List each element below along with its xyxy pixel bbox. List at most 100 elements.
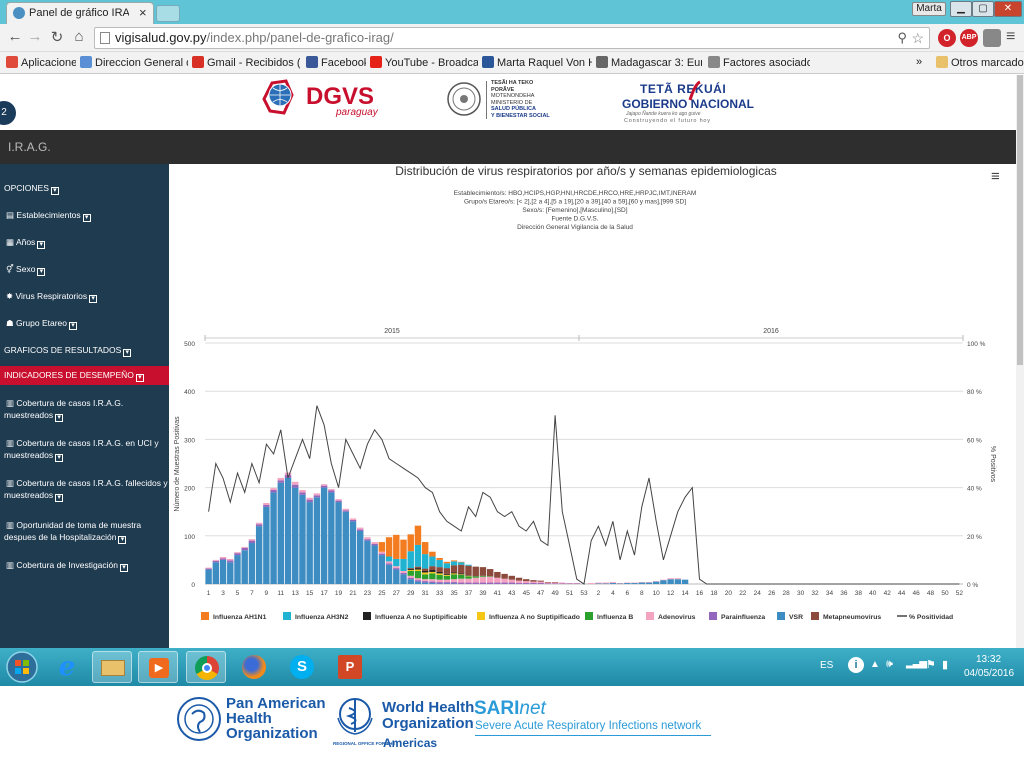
bar-segment bbox=[270, 490, 277, 493]
bar-segment bbox=[320, 485, 328, 488]
address-bar[interactable]: vigisalud.gov.py/index.php/panel-de-graf… bbox=[94, 27, 930, 49]
sidebar-item[interactable]: ▦ Años ▾ bbox=[0, 236, 169, 249]
sidebar-item[interactable]: ▥ Cobertura de Investigación ▾ bbox=[0, 559, 169, 572]
power-icon[interactable]: ▮ bbox=[942, 659, 949, 671]
new-tab-button[interactable] bbox=[156, 5, 180, 22]
expand-toggle-icon[interactable]: ▾ bbox=[69, 322, 78, 330]
extension-icon[interactable] bbox=[983, 29, 1001, 47]
adblock-icon[interactable]: ABP bbox=[960, 29, 978, 47]
expand-toggle-icon[interactable]: ▾ bbox=[135, 374, 144, 382]
powerpoint-icon[interactable]: P bbox=[330, 651, 370, 683]
expand-toggle-icon[interactable]: ▾ bbox=[123, 349, 132, 357]
page-scrollbar[interactable] bbox=[1016, 75, 1024, 648]
expand-toggle-icon[interactable]: ▾ bbox=[55, 414, 64, 422]
sidebar-item[interactable]: ▤ Establecimientos ▾ bbox=[0, 209, 169, 222]
firefox-icon[interactable] bbox=[234, 651, 274, 683]
legend-label: Influenza A no Suptipificado bbox=[489, 614, 580, 621]
bar-segment bbox=[407, 551, 414, 569]
bar-segment bbox=[385, 561, 393, 564]
reload-icon[interactable]: ↻ bbox=[50, 29, 64, 46]
bar-segment bbox=[414, 570, 422, 579]
minimize-button[interactable]: ▁ bbox=[950, 1, 972, 17]
home-icon[interactable]: ⌂ bbox=[74, 28, 84, 45]
info-icon[interactable]: i bbox=[848, 657, 864, 673]
bar-segment bbox=[450, 583, 458, 585]
bar-segment bbox=[624, 582, 631, 584]
expand-toggle-icon[interactable]: ▾ bbox=[50, 187, 59, 195]
sarinet-tagline: Severe Acute Respiratory Infections netw… bbox=[475, 720, 702, 732]
bar-segment bbox=[443, 574, 451, 576]
bar-segment bbox=[551, 583, 559, 585]
profile-button[interactable]: Marta bbox=[912, 2, 946, 16]
expand-toggle-icon[interactable]: ▾ bbox=[55, 494, 64, 502]
tab-title: Panel de gráfico IRAG – D bbox=[29, 7, 129, 19]
x-tick-label: 20 bbox=[725, 590, 733, 597]
legend-swatch bbox=[363, 612, 371, 620]
clock-time[interactable]: 13:32 bbox=[976, 654, 1002, 665]
bookmark-item[interactable]: Gmail - Recibidos (3.2 bbox=[192, 56, 300, 69]
bookmarks-overflow-button[interactable]: » bbox=[916, 56, 923, 68]
sidebar-item[interactable]: ▥ Cobertura de casos I.R.A.G. muestreado… bbox=[0, 397, 169, 422]
tray-arrow-icon[interactable]: ▲ bbox=[870, 659, 880, 670]
sidebar-item[interactable]: ▥ Cobertura de casos I.R.A.G. fallecidos… bbox=[0, 477, 169, 502]
sidebar-item[interactable]: OPCIONES ▾ bbox=[0, 182, 169, 195]
clock-date[interactable]: 04/05/2016 bbox=[964, 668, 1015, 679]
scrollbar-thumb[interactable] bbox=[1017, 75, 1023, 365]
expand-toggle-icon[interactable]: ▾ bbox=[120, 564, 128, 572]
x-tick-label: 2 bbox=[597, 590, 601, 597]
flag-icon[interactable]: ⚑ bbox=[926, 659, 936, 671]
bookmark-label: Facebook bbox=[321, 57, 366, 69]
internet-explorer-icon[interactable]: e bbox=[58, 652, 76, 682]
bookmark-item[interactable]: Facebook bbox=[306, 56, 366, 69]
bar-segment bbox=[292, 484, 299, 488]
windows-start-icon[interactable] bbox=[4, 650, 40, 684]
sidebar-item[interactable]: ▥ Cobertura de casos I.R.A.G. en UCI y m… bbox=[0, 437, 169, 462]
round-badge[interactable]: 2 bbox=[0, 101, 16, 125]
bar-segment bbox=[234, 553, 241, 556]
bookmark-item[interactable]: Aplicaciones bbox=[6, 56, 76, 69]
chart-menu-icon[interactable]: ≡ bbox=[991, 168, 1000, 185]
close-window-button[interactable]: ✕ bbox=[994, 1, 1022, 17]
gov-logo-flag-icon bbox=[688, 80, 701, 101]
sidebar-item[interactable]: ☗ Grupo Etareo ▾ bbox=[0, 317, 169, 330]
expand-toggle-icon[interactable]: ▾ bbox=[55, 454, 64, 462]
bookmark-item[interactable]: Factores asociados a l bbox=[708, 56, 810, 69]
sidebar-item[interactable]: ✸ Virus Respiratorios ▾ bbox=[0, 290, 169, 303]
media-player-icon[interactable]: ▶ bbox=[138, 651, 178, 683]
bookmark-item[interactable]: YouTube - Broadcast bbox=[370, 56, 478, 69]
opera-icon[interactable]: O bbox=[938, 29, 956, 47]
x-tick-label: 23 bbox=[364, 590, 372, 597]
bar-segment bbox=[544, 582, 552, 584]
tab-close-icon[interactable]: × bbox=[139, 5, 147, 20]
menu-icon[interactable]: ≡ bbox=[1006, 28, 1016, 45]
language-indicator[interactable]: ES bbox=[820, 660, 834, 671]
bookmark-item[interactable]: Marta Raquel Von Ho bbox=[482, 56, 592, 69]
forward-icon[interactable]: → bbox=[27, 28, 43, 45]
expand-toggle-icon[interactable]: ▾ bbox=[89, 295, 98, 303]
file-explorer-icon[interactable] bbox=[92, 651, 132, 683]
bar-segment bbox=[566, 583, 573, 585]
x-tick-label: 45 bbox=[523, 590, 531, 597]
expand-toggle-icon[interactable]: ▾ bbox=[82, 214, 91, 222]
bookmark-item[interactable]: Direccion General de bbox=[80, 56, 188, 69]
tab-active[interactable]: Panel de gráfico IRAG – D × bbox=[6, 2, 154, 24]
chrome-icon[interactable] bbox=[186, 651, 226, 683]
network-icon[interactable]: ▂▃▅ bbox=[906, 658, 927, 669]
sidebar-item[interactable]: INDICADORES DE DESEMPEÑO ▾ bbox=[0, 366, 169, 385]
expand-toggle-icon[interactable]: ▾ bbox=[118, 536, 127, 544]
sidebar-item[interactable]: GRAFICOS DE RESULTADOS ▾ bbox=[0, 344, 169, 357]
other-bookmarks-folder[interactable]: Otros marcadores bbox=[936, 56, 1024, 69]
back-icon[interactable]: ← bbox=[7, 28, 23, 45]
volume-icon[interactable]: 🕪 bbox=[886, 658, 893, 670]
skype-icon[interactable]: S bbox=[282, 651, 322, 683]
bookmark-star-icon[interactable]: ☆ bbox=[911, 30, 924, 46]
zoom-icon[interactable]: ⚲ bbox=[897, 30, 907, 45]
sidebar-item[interactable]: ⚥ Sexo ▾ bbox=[0, 263, 169, 276]
paho-text: Pan American Health Organization bbox=[226, 696, 326, 741]
expand-toggle-icon[interactable]: ▾ bbox=[37, 241, 46, 249]
sidebar-item[interactable]: ▥ Oportunidad de toma de muestra despues… bbox=[0, 519, 169, 544]
bookmark-item[interactable]: Madagascar 3: Europe bbox=[596, 56, 702, 69]
maximize-button[interactable]: ▢ bbox=[972, 1, 994, 17]
bar-segment bbox=[616, 583, 624, 585]
expand-toggle-icon[interactable]: ▾ bbox=[37, 268, 46, 276]
